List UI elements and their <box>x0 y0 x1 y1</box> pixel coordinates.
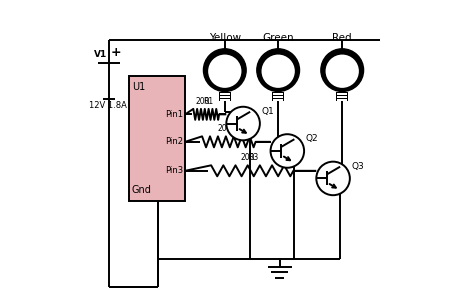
Circle shape <box>257 49 300 92</box>
Text: 200: 200 <box>195 97 210 106</box>
Bar <box>337 99 347 101</box>
Bar <box>337 92 348 101</box>
Bar <box>273 93 283 95</box>
Bar <box>337 96 347 98</box>
Text: Red: Red <box>332 33 352 43</box>
Circle shape <box>208 55 241 88</box>
Text: R3: R3 <box>249 153 259 162</box>
Circle shape <box>262 55 295 88</box>
Text: Pin3: Pin3 <box>165 166 183 175</box>
Text: R2: R2 <box>226 124 236 133</box>
Bar <box>220 93 230 95</box>
Bar <box>129 76 185 201</box>
Text: Pin1: Pin1 <box>165 110 183 119</box>
Bar <box>220 96 230 98</box>
Bar <box>220 99 230 101</box>
Text: R1: R1 <box>204 97 214 106</box>
Bar <box>273 96 283 98</box>
Text: U1: U1 <box>132 82 145 92</box>
Text: Q2: Q2 <box>306 134 318 143</box>
Circle shape <box>326 55 359 88</box>
Bar <box>272 92 284 101</box>
Circle shape <box>203 49 246 92</box>
Bar <box>219 92 231 101</box>
Text: Green: Green <box>263 33 294 43</box>
Text: Yellow: Yellow <box>209 33 241 43</box>
Bar <box>337 93 347 95</box>
Circle shape <box>271 134 304 168</box>
Text: +: + <box>110 46 121 59</box>
Text: V1: V1 <box>94 50 108 59</box>
Text: Q1: Q1 <box>261 107 274 116</box>
Text: Pin2: Pin2 <box>165 137 183 146</box>
Text: Gnd: Gnd <box>132 185 152 195</box>
Text: 12V 1.8A: 12V 1.8A <box>89 101 127 110</box>
Bar <box>273 99 283 101</box>
Circle shape <box>321 49 364 92</box>
Text: 200: 200 <box>218 124 232 133</box>
Circle shape <box>316 162 350 195</box>
Circle shape <box>226 107 260 140</box>
Text: Q3: Q3 <box>351 162 364 171</box>
Text: 200: 200 <box>240 153 255 162</box>
